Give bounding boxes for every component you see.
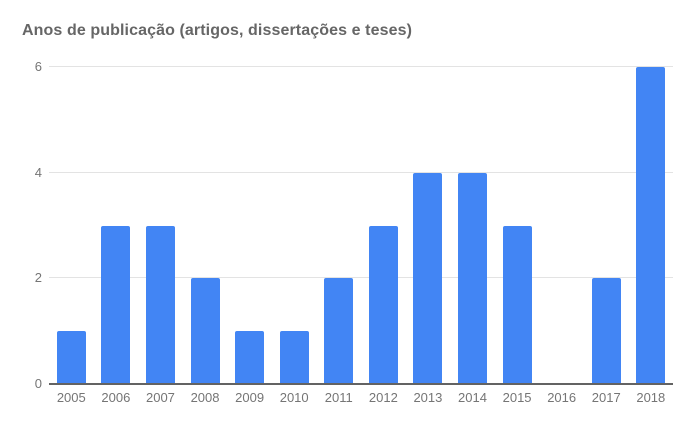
bar-slot — [406, 67, 451, 384]
bar-slot — [183, 67, 228, 384]
x-axis-tick-label: 2005 — [56, 390, 86, 405]
x-axis-tick-label: 2012 — [368, 390, 398, 405]
bar-2018 — [636, 67, 666, 384]
bar-slot — [629, 67, 674, 384]
bar-slot — [138, 67, 183, 384]
bar-2005 — [56, 331, 86, 384]
bar-slot — [539, 67, 584, 384]
bar-2007 — [145, 225, 175, 384]
bars-row — [49, 67, 673, 384]
gridline — [49, 171, 673, 173]
bar-2012 — [368, 225, 398, 384]
bar-slot — [227, 67, 272, 384]
y-axis: 0 2 4 6 — [0, 60, 42, 391]
bar-slot — [94, 67, 139, 384]
x-axis-tick-label: 2014 — [458, 390, 487, 405]
x-axis: 2005 2006 2007 2008 2009 2010 2011 2012 2013 2014… — [49, 390, 673, 405]
x-axis-tick-label: 2015 — [502, 390, 532, 405]
x-axis-tick-label: 2017 — [591, 390, 621, 405]
x-axis-tick-label: 2011 — [324, 390, 353, 405]
bar-2009 — [235, 331, 265, 384]
x-axis-tick-label: 2010 — [279, 390, 309, 405]
x-axis-tick-label: 2006 — [101, 390, 131, 405]
plot-area — [49, 66, 673, 385]
bar-2008 — [190, 278, 220, 384]
bar-2011 — [324, 278, 354, 384]
x-axis-tick-label: 2016 — [547, 390, 577, 405]
chart-title: Anos de publicação (artigos, dissertaçõe… — [22, 22, 413, 39]
gridline — [49, 66, 673, 67]
bar-slot — [49, 67, 94, 384]
y-axis-tick-label: 4 — [34, 164, 42, 180]
bar-2006 — [101, 225, 131, 384]
bar-2017 — [591, 278, 621, 384]
y-axis-tick-label: 6 — [34, 59, 42, 74]
bar-slot — [272, 67, 317, 384]
bar-2010 — [279, 331, 309, 384]
x-axis-tick-label: 2009 — [235, 390, 265, 405]
bar-slot — [361, 67, 406, 384]
x-baseline — [49, 383, 673, 385]
y-axis-tick-label: 0 — [34, 376, 42, 391]
x-axis-tick-label: 2007 — [145, 390, 175, 405]
bar-slot — [450, 67, 495, 384]
bar-slot — [495, 67, 540, 384]
bar-2013 — [413, 172, 443, 384]
x-axis-tick-label: 2013 — [413, 390, 443, 405]
x-axis-tick-label: 2008 — [190, 390, 220, 405]
bar-2015 — [502, 225, 532, 384]
x-axis-tick-label: 2018 — [636, 390, 666, 405]
bar-2014 — [457, 172, 487, 384]
gridline — [49, 277, 673, 279]
bar-slot — [316, 67, 361, 384]
y-axis-tick-label: 2 — [34, 270, 42, 286]
bar-slot — [584, 67, 629, 384]
